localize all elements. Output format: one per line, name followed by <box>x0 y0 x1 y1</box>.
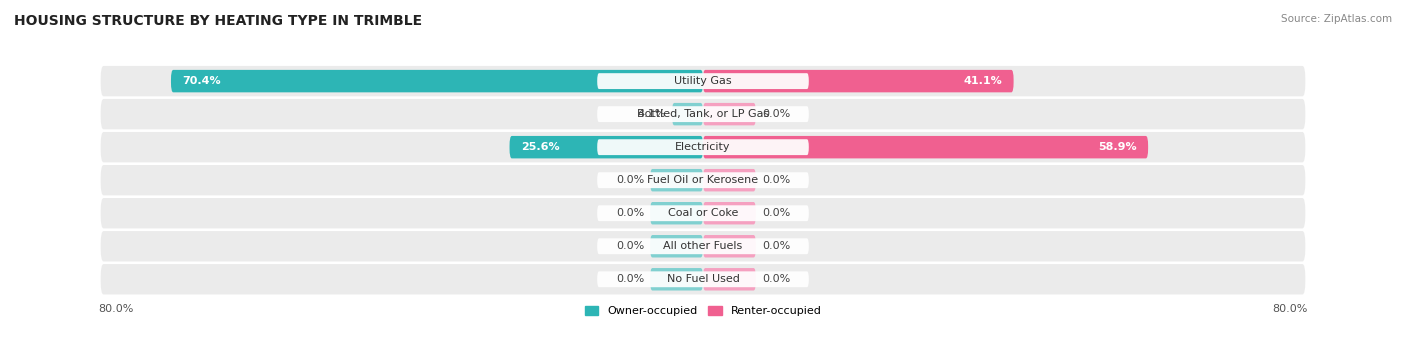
FancyBboxPatch shape <box>101 132 1305 163</box>
Text: Electricity: Electricity <box>675 142 731 152</box>
FancyBboxPatch shape <box>101 231 1305 261</box>
Text: 0.0%: 0.0% <box>762 175 790 185</box>
Text: 0.0%: 0.0% <box>616 208 644 218</box>
FancyBboxPatch shape <box>598 106 808 122</box>
FancyBboxPatch shape <box>650 268 703 290</box>
Text: 0.0%: 0.0% <box>762 274 790 284</box>
FancyBboxPatch shape <box>598 73 808 89</box>
Text: 41.1%: 41.1% <box>963 76 1002 86</box>
Text: 0.0%: 0.0% <box>762 109 790 119</box>
Legend: Owner-occupied, Renter-occupied: Owner-occupied, Renter-occupied <box>581 302 825 321</box>
Text: 0.0%: 0.0% <box>616 274 644 284</box>
Text: Fuel Oil or Kerosene: Fuel Oil or Kerosene <box>647 175 759 185</box>
FancyBboxPatch shape <box>598 271 808 287</box>
Text: 4.1%: 4.1% <box>637 109 666 119</box>
Text: Bottled, Tank, or LP Gas: Bottled, Tank, or LP Gas <box>637 109 769 119</box>
Text: 0.0%: 0.0% <box>762 208 790 218</box>
Text: 58.9%: 58.9% <box>1098 142 1137 152</box>
Text: Source: ZipAtlas.com: Source: ZipAtlas.com <box>1281 14 1392 23</box>
FancyBboxPatch shape <box>598 205 808 221</box>
Text: 70.4%: 70.4% <box>183 76 221 86</box>
Text: No Fuel Used: No Fuel Used <box>666 274 740 284</box>
FancyBboxPatch shape <box>703 268 756 290</box>
Text: Utility Gas: Utility Gas <box>675 76 731 86</box>
Text: 0.0%: 0.0% <box>616 241 644 251</box>
FancyBboxPatch shape <box>703 70 1014 92</box>
FancyBboxPatch shape <box>509 136 703 158</box>
FancyBboxPatch shape <box>101 99 1305 129</box>
FancyBboxPatch shape <box>101 165 1305 196</box>
Text: 25.6%: 25.6% <box>520 142 560 152</box>
Text: 0.0%: 0.0% <box>616 175 644 185</box>
Text: HOUSING STRUCTURE BY HEATING TYPE IN TRIMBLE: HOUSING STRUCTURE BY HEATING TYPE IN TRI… <box>14 14 422 28</box>
FancyBboxPatch shape <box>598 238 808 254</box>
Text: 80.0%: 80.0% <box>98 304 134 314</box>
FancyBboxPatch shape <box>703 136 1149 158</box>
Text: 80.0%: 80.0% <box>1272 304 1308 314</box>
FancyBboxPatch shape <box>703 235 756 257</box>
FancyBboxPatch shape <box>101 66 1305 96</box>
FancyBboxPatch shape <box>703 103 756 125</box>
FancyBboxPatch shape <box>172 70 703 92</box>
FancyBboxPatch shape <box>598 172 808 188</box>
FancyBboxPatch shape <box>650 235 703 257</box>
Text: 0.0%: 0.0% <box>762 241 790 251</box>
Text: Coal or Coke: Coal or Coke <box>668 208 738 218</box>
FancyBboxPatch shape <box>650 202 703 224</box>
FancyBboxPatch shape <box>101 264 1305 294</box>
FancyBboxPatch shape <box>672 103 703 125</box>
FancyBboxPatch shape <box>650 169 703 191</box>
FancyBboxPatch shape <box>101 198 1305 228</box>
FancyBboxPatch shape <box>598 139 808 155</box>
FancyBboxPatch shape <box>703 202 756 224</box>
Text: All other Fuels: All other Fuels <box>664 241 742 251</box>
FancyBboxPatch shape <box>703 169 756 191</box>
